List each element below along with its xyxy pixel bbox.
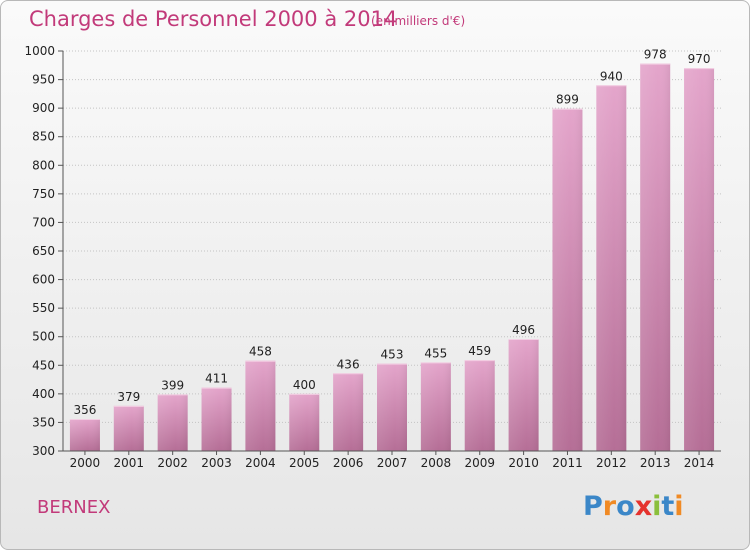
bar-sheen [508,339,539,451]
data-label: 411 [205,372,228,386]
x-tick-label: 2005 [289,456,320,470]
chart-title: Charges de Personnel 2000 à 2014 [29,7,398,31]
data-label: 940 [600,69,623,83]
bar-sheen [420,362,451,451]
bar-sheen [113,405,144,451]
y-tick-label: 550 [32,301,55,315]
y-tick-label: 700 [32,215,55,229]
bar-sheen [640,63,671,451]
x-tick-label: 2003 [201,456,232,470]
bar-sheen [377,363,407,451]
x-tick-label: 2008 [421,456,452,470]
data-label: 379 [117,390,140,404]
bar-sheen [201,387,232,451]
data-label: 899 [556,93,579,107]
y-tick-label: 450 [32,358,55,372]
bar-sheen [69,419,100,451]
data-label: 453 [381,348,404,362]
y-tick-label: 500 [32,330,55,344]
data-label: 459 [468,344,491,358]
y-tick-label: 400 [32,387,55,401]
bar-sheen [289,393,320,451]
chart-subtitle: (en milliers d'€) [371,14,466,28]
data-label: 400 [293,378,316,392]
bar-sheen [684,68,715,452]
labels-layer: 356 379 399 411 458 400 436 453 455 459 496 899 940 9… [73,48,710,417]
x-tick-label: 2006 [333,456,364,470]
bar-sheen [596,85,627,452]
data-label: 356 [73,403,96,417]
bar-sheen [157,394,188,451]
proxiti-logo: Proxiti [583,491,684,522]
data-label: 399 [161,378,184,392]
y-tick-label: 900 [32,101,55,115]
y-tick-label: 950 [32,73,55,87]
axis-layer: 300 350 400 450 500 550 600 650 700 750 800 850 900 9… [24,44,721,470]
y-tick-label: 350 [32,415,55,429]
bar-sheen [552,108,583,451]
data-label: 978 [644,48,667,62]
bars-layer [69,63,715,452]
y-tick-label: 300 [32,444,55,458]
x-tick-label: 2009 [464,456,495,470]
bar-sheen [464,360,495,451]
y-tick-label: 650 [32,244,55,258]
x-tick-label: 2012 [596,456,627,470]
data-label: 970 [688,52,711,66]
data-label: 496 [512,323,535,337]
data-label: 436 [337,357,360,371]
x-tick-label: 2001 [114,456,145,470]
x-tick-label: 2000 [70,456,101,470]
x-tick-label: 2007 [377,456,408,470]
y-tick-label: 850 [32,130,55,144]
y-tick-label: 600 [32,273,55,287]
x-tick-label: 2010 [508,456,539,470]
x-tick-label: 2002 [157,456,188,470]
data-label: 455 [424,346,447,360]
x-tick-label: 2011 [552,456,583,470]
y-tick-label: 750 [32,187,55,201]
bar-sheen [333,373,364,451]
y-tick-label: 800 [32,158,55,172]
data-label: 458 [249,345,272,359]
commune-name: BERNEX [37,497,111,518]
bar-sheen [245,360,276,451]
x-tick-label: 2014 [684,456,715,470]
y-tick-label: 1000 [24,44,55,58]
x-tick-label: 2013 [640,456,671,470]
x-tick-label: 2004 [245,456,276,470]
